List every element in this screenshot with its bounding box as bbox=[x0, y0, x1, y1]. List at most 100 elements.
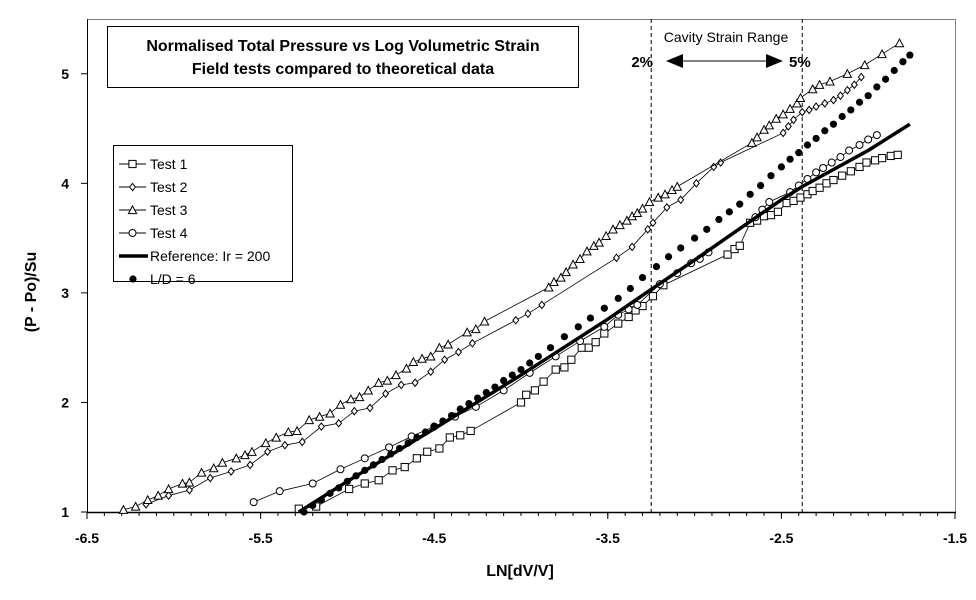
test-3-point bbox=[401, 363, 412, 373]
l-d-6-point bbox=[439, 417, 447, 425]
test-2-point bbox=[441, 355, 449, 365]
test-2-point bbox=[317, 422, 325, 431]
cavity-range-label: Cavity Strain Range bbox=[664, 29, 789, 45]
test-1-point bbox=[796, 193, 805, 202]
cavity-range-lines bbox=[650, 19, 803, 512]
y-tick-label: 4 bbox=[61, 175, 69, 191]
range-arrow-left-head bbox=[666, 54, 683, 68]
x-tick-label: -3.5 bbox=[596, 530, 620, 546]
test-4-point bbox=[872, 131, 881, 140]
test-1-point bbox=[516, 398, 526, 407]
reference-ir-200-line bbox=[297, 122, 911, 514]
test-2-point bbox=[366, 403, 374, 413]
l-d-6-point bbox=[586, 314, 595, 322]
x-tick-label: -1.5 bbox=[943, 530, 967, 546]
test-2-point bbox=[784, 121, 792, 131]
test-2-point bbox=[246, 460, 254, 470]
test-1-point bbox=[766, 211, 776, 220]
test-2-point bbox=[821, 98, 829, 108]
test-3-point bbox=[345, 393, 356, 404]
test-2-point bbox=[649, 218, 657, 228]
test-2-point bbox=[298, 437, 306, 447]
test-3-point bbox=[568, 259, 579, 269]
l-d-6-point bbox=[691, 234, 699, 242]
test-3-point bbox=[672, 181, 683, 191]
test-3-point bbox=[764, 120, 775, 130]
l-d-6-point bbox=[546, 344, 555, 352]
l-d-6-point bbox=[847, 106, 855, 114]
test-3-point bbox=[825, 76, 835, 86]
l-d-6-point bbox=[855, 98, 864, 106]
test-4-point bbox=[385, 443, 394, 452]
legend-label: Test 2 bbox=[150, 179, 188, 195]
series-reference-ir-200 bbox=[297, 122, 911, 514]
test-3-point bbox=[130, 501, 141, 511]
l-d-6-point bbox=[786, 155, 794, 163]
test-2-point bbox=[663, 203, 671, 212]
test-3-point bbox=[842, 68, 853, 78]
test-3-point bbox=[153, 490, 164, 500]
y-tick-label: 1 bbox=[61, 504, 69, 520]
test-3-point bbox=[246, 446, 257, 456]
test-3-point bbox=[859, 59, 870, 70]
l-d-6-point bbox=[508, 371, 516, 379]
axis-ticks: -6.5 -5.5 -4.5 -3.5 -2.5 -1.5 1 2 3 4 5 bbox=[61, 66, 967, 546]
y-axis-title: (P - Po)/Su bbox=[23, 252, 40, 333]
l-d-6-point bbox=[873, 83, 881, 91]
test-4-point bbox=[855, 140, 864, 149]
test-3-point bbox=[877, 48, 888, 59]
legend-label: Test 1 bbox=[150, 156, 188, 172]
test-1-point bbox=[584, 343, 593, 352]
legend-label: Test 4 bbox=[150, 225, 188, 241]
test-1-point bbox=[877, 154, 887, 163]
test-3-point bbox=[260, 437, 271, 448]
test-3-point bbox=[608, 224, 618, 234]
test-3-point bbox=[325, 408, 335, 418]
test-4-point bbox=[845, 146, 854, 155]
test-3-point bbox=[217, 457, 228, 467]
test-3-point bbox=[894, 37, 905, 48]
test-3-point bbox=[594, 237, 605, 247]
test-3-point bbox=[314, 411, 325, 421]
test-2-point bbox=[264, 447, 272, 457]
test-4-point bbox=[336, 465, 345, 474]
test-1-point bbox=[466, 426, 475, 436]
test-2-point bbox=[538, 300, 546, 310]
l-d-6-point bbox=[326, 489, 334, 497]
test-3-point bbox=[271, 432, 282, 442]
l-d-6-point bbox=[795, 149, 803, 157]
test-2-point bbox=[843, 85, 851, 95]
l-d-6-point bbox=[703, 225, 711, 233]
l-d-6-point bbox=[534, 352, 542, 361]
l-d-6-point bbox=[677, 244, 685, 252]
x-tick-label: -5.5 bbox=[249, 530, 273, 546]
l-d-6-point bbox=[526, 359, 534, 367]
l-d-6-point bbox=[777, 163, 786, 171]
test-3-point bbox=[759, 124, 769, 134]
legend-item-test-1: Test 1 bbox=[119, 156, 188, 172]
test-4-point bbox=[249, 498, 258, 507]
test-4-point bbox=[827, 158, 836, 167]
test-2-point bbox=[185, 485, 193, 495]
l-d-6-point bbox=[474, 394, 482, 402]
l-d-6-point bbox=[343, 477, 351, 485]
test-3-point bbox=[479, 316, 490, 326]
l-d-6-point bbox=[767, 172, 775, 180]
legend-frame bbox=[113, 145, 293, 282]
test-1-point bbox=[773, 207, 783, 216]
test-2-point bbox=[798, 107, 806, 117]
l-d-6-point bbox=[736, 200, 744, 208]
test-2-point bbox=[628, 242, 636, 252]
l-d-6-point bbox=[821, 127, 829, 135]
l-d-6-point bbox=[746, 190, 754, 198]
test-3-point bbox=[462, 327, 473, 337]
test-2-point bbox=[829, 95, 838, 105]
l-d-6-point bbox=[491, 383, 499, 391]
x-tick-label: -2.5 bbox=[769, 530, 793, 546]
test-1-point bbox=[435, 444, 444, 453]
test-1-point bbox=[345, 484, 354, 494]
title-box: Normalised Total Pressure vs Log Volumet… bbox=[107, 26, 579, 88]
test-2-point bbox=[468, 338, 476, 348]
l-d-6-point bbox=[829, 120, 838, 128]
